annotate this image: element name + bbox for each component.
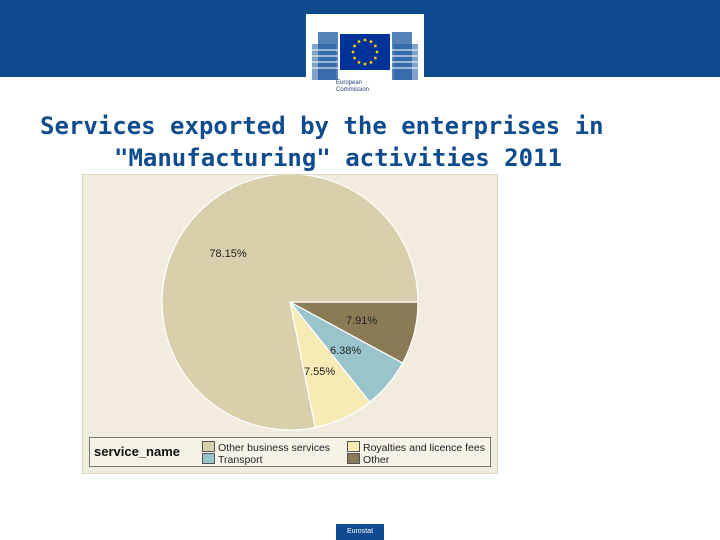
pie-data-label: 7.91%: [346, 315, 377, 327]
pie-slice: [161, 175, 419, 431]
eu-star-icon: [357, 60, 361, 64]
legend-title: service_name: [94, 444, 181, 459]
pie-chart-panel: 7.91% 6.38% 7.55% 78.15% service_name Other…: [82, 174, 498, 474]
legend-swatch: [347, 441, 360, 452]
pie-data-label: 6.38%: [330, 345, 361, 357]
legend-label: Other: [363, 454, 390, 466]
legend-swatch: [202, 453, 215, 464]
eu-star-icon: [373, 56, 377, 60]
eu-star-icon: [357, 40, 361, 44]
pie-chart: 7.91% 6.38% 7.55% 78.15%: [161, 175, 419, 431]
eu-star-icon: [369, 40, 373, 44]
pie-data-label: 7.55%: [304, 366, 335, 378]
commission-building-icon: [312, 32, 418, 80]
logo-line-1: European: [336, 80, 363, 86]
eu-star-icon: [353, 56, 357, 60]
title-line-1: Services exported by the enterprises in: [40, 112, 604, 140]
logo-text: European Commission: [336, 80, 416, 94]
legend-swatch: [347, 453, 360, 464]
eu-star-icon: [351, 50, 355, 54]
eu-star-icon: [369, 60, 373, 64]
pie-data-label: 78.15%: [209, 248, 247, 260]
chart-legend: service_name Other business services Roy…: [89, 437, 491, 467]
legend-label: Transport: [218, 454, 263, 466]
legend-label: Other business services: [218, 442, 331, 454]
eu-star-icon: [363, 38, 367, 42]
legend-swatch: [202, 441, 215, 452]
eurostat-badge: Eurostat: [336, 524, 384, 540]
legend-item-other: Other: [347, 453, 390, 466]
eu-star-icon: [375, 50, 379, 54]
page-title: Services exported by the enterprises in …: [40, 110, 700, 174]
eu-star-icon: [363, 62, 367, 66]
title-line-2: "Manufacturing" activities 2011: [114, 144, 562, 172]
legend-label: Royalties and licence fees: [363, 442, 485, 454]
logo-line-2: Commission: [336, 87, 370, 93]
eu-star-icon: [353, 44, 357, 48]
eu-star-icon: [373, 44, 377, 48]
legend-item-transport: Transport: [202, 453, 263, 466]
legend-item-royalties: Royalties and licence fees: [347, 441, 485, 454]
legend-item-other-business-services: Other business services: [202, 441, 331, 454]
european-commission-logo: European Commission: [306, 14, 424, 100]
